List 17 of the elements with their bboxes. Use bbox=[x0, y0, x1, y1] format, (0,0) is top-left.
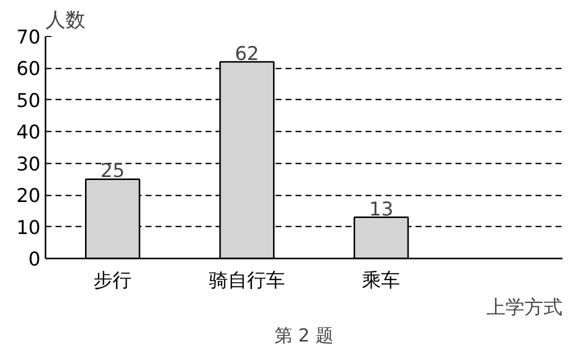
text: 第 2 题 bbox=[274, 326, 334, 346]
y-tick-label: 60 bbox=[16, 58, 41, 80]
x-axis-title: 上学方式 bbox=[486, 296, 562, 318]
y-tick-label: 0 bbox=[28, 248, 41, 270]
y-tick-label: 10 bbox=[16, 216, 41, 239]
data-label: 62 bbox=[234, 42, 260, 65]
data-label: 13 bbox=[369, 198, 394, 220]
y-tick-label: 50 bbox=[16, 90, 41, 112]
x-tick-label: 骑自行车 bbox=[208, 270, 285, 292]
x-tick-label: 乘车 bbox=[362, 270, 400, 292]
data-label: 25 bbox=[100, 160, 125, 182]
y-tick-label: 40 bbox=[16, 122, 41, 144]
y-axis-title: 人数 bbox=[46, 8, 86, 32]
y-tick-label: 30 bbox=[16, 153, 41, 176]
y-tick-label: 70 bbox=[16, 26, 41, 48]
y-tick-label: 20 bbox=[16, 185, 41, 208]
x-tick-label: 步行 bbox=[94, 270, 132, 292]
